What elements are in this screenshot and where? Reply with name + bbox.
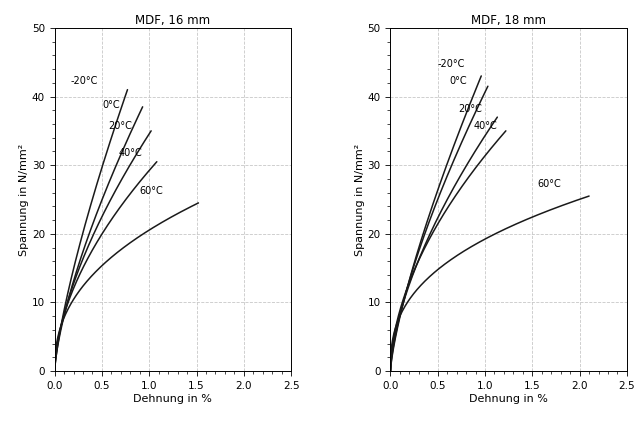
Text: 60°C: 60°C <box>140 186 163 196</box>
X-axis label: Dehnung in %: Dehnung in % <box>134 393 212 404</box>
Text: 60°C: 60°C <box>537 179 561 189</box>
X-axis label: Dehnung in %: Dehnung in % <box>469 393 548 404</box>
Text: -20°C: -20°C <box>438 59 465 69</box>
Text: 0°C: 0°C <box>449 76 467 86</box>
Text: 40°C: 40°C <box>474 121 498 131</box>
Text: 40°C: 40°C <box>119 148 143 158</box>
Text: 20°C: 20°C <box>109 121 132 131</box>
Text: 20°C: 20°C <box>458 104 482 114</box>
Y-axis label: Spannung in N/mm²: Spannung in N/mm² <box>355 143 365 256</box>
Text: -20°C: -20°C <box>71 76 98 86</box>
Text: 0°C: 0°C <box>102 100 120 110</box>
Title: MDF, 16 mm: MDF, 16 mm <box>135 14 210 27</box>
Title: MDF, 18 mm: MDF, 18 mm <box>471 14 546 27</box>
Y-axis label: Spannung in N/mm²: Spannung in N/mm² <box>19 143 29 256</box>
